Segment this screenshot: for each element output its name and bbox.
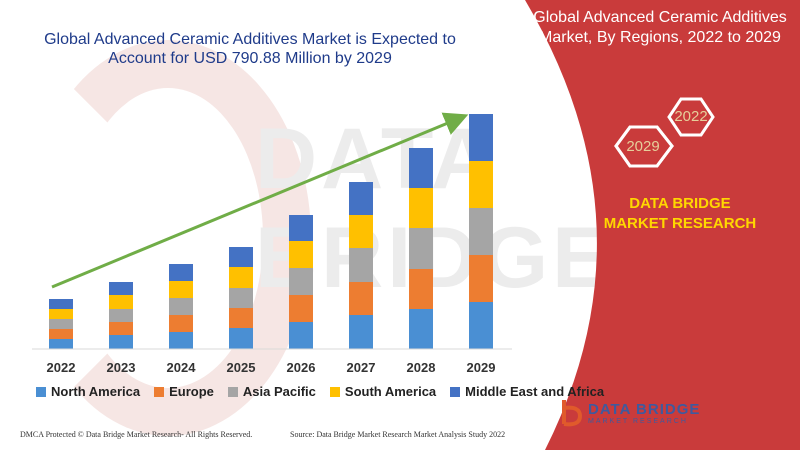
x-tick-label: 2027	[347, 360, 376, 375]
legend-label: Middle East and Africa	[465, 384, 605, 399]
bar-segment-2027-middle-east-and-africa	[349, 182, 373, 215]
legend-item: Europe	[154, 384, 214, 399]
bar-segment-2028-europe	[409, 269, 433, 309]
bar-segment-2029-europe	[469, 255, 493, 302]
bar-segment-2028-north-america	[409, 309, 433, 349]
bar-segment-2025-middle-east-and-africa	[229, 247, 253, 267]
bar-segment-2024-south-america	[169, 281, 193, 298]
bar-segment-2027-asia-pacific	[349, 248, 373, 282]
legend-item: North America	[36, 384, 140, 399]
bar-segment-2025-europe	[229, 308, 253, 328]
legend-item: Middle East and Africa	[450, 384, 604, 399]
bar-segment-2023-north-america	[109, 335, 133, 349]
logo-icon	[562, 400, 583, 427]
chart-title: Global Advanced Ceramic Additives Market…	[44, 31, 456, 67]
bar-segment-2024-europe	[169, 315, 193, 332]
bar-segment-2022-asia-pacific	[49, 319, 73, 329]
legend: North America Europe Asia Pacific South Ame…	[36, 384, 604, 399]
bar-segment-2023-south-america	[109, 295, 133, 309]
bar-segment-2022-europe	[49, 329, 73, 339]
x-tick-label: 2023	[107, 360, 136, 375]
legend-swatch	[36, 386, 46, 397]
bar-segment-2028-south-america	[409, 188, 433, 228]
legend-label: South America	[344, 384, 437, 399]
bar-segment-2026-asia-pacific	[289, 268, 313, 295]
footer-copyright: DMCA Protected © Data Bridge Market Rese…	[20, 430, 253, 439]
x-tick-label: 2029	[467, 360, 496, 375]
bar-segment-2025-south-america	[229, 267, 253, 288]
legend-label: North America	[51, 384, 141, 399]
bar-segment-2027-south-america	[349, 215, 373, 248]
bar-segment-2029-asia-pacific	[469, 208, 493, 255]
x-tick-label: 2022	[47, 360, 76, 375]
legend-swatch	[227, 386, 238, 397]
legend-label: Europe	[169, 384, 214, 399]
bar-segment-2023-asia-pacific	[109, 309, 133, 322]
bar-segment-2026-north-america	[289, 322, 313, 349]
bar-segment-2026-europe	[289, 295, 313, 322]
x-tick-label: 2026	[287, 360, 316, 375]
legend-swatch	[154, 386, 165, 397]
bar-segment-2022-south-america	[49, 309, 73, 319]
x-tick-label: 2025	[227, 360, 256, 375]
legend-item: South America	[329, 384, 437, 399]
x-tick-labels: 2022 2023 2024 2025 2026 2027 2028 2029	[47, 360, 496, 375]
legend-swatch	[329, 386, 340, 397]
bar-segment-2024-north-america	[169, 332, 193, 349]
bar-segment-2027-north-america	[349, 315, 373, 349]
bar-segment-2023-middle-east-and-africa	[109, 282, 133, 295]
bar-segment-2024-asia-pacific	[169, 298, 193, 315]
bar-segment-2025-north-america	[229, 328, 253, 349]
bar-segment-2028-middle-east-and-africa	[409, 148, 433, 188]
logo-text: DATA BRIDGE	[588, 401, 701, 418]
bar-segment-2025-asia-pacific	[229, 288, 253, 308]
bar-segment-2029-south-america	[469, 161, 493, 208]
legend-label: Asia Pacific	[242, 384, 316, 399]
x-tick-label: 2028	[407, 360, 436, 375]
bar-segment-2029-north-america	[469, 302, 493, 349]
bar-segment-2029-middle-east-and-africa	[469, 114, 493, 161]
bar-segment-2027-europe	[349, 282, 373, 315]
legend-swatch	[450, 386, 461, 397]
bar-segment-2023-europe	[109, 322, 133, 335]
logo: DATA BRIDGE MARKET RESEARCH	[558, 398, 700, 428]
bar-segment-2026-middle-east-and-africa	[289, 215, 313, 241]
bar-segment-2026-south-america	[289, 241, 313, 268]
footer-source: Source: Data Bridge Market Research Mark…	[290, 430, 506, 439]
trend-arrow	[51, 112, 469, 289]
bar-segment-2024-middle-east-and-africa	[169, 264, 193, 281]
x-tick-label: 2024	[167, 360, 197, 375]
logo-subtext: MARKET RESEARCH	[588, 418, 688, 425]
bar-group	[49, 114, 493, 349]
legend-item: Asia Pacific	[227, 384, 316, 399]
bar-segment-2028-asia-pacific	[409, 228, 433, 269]
bar-segment-2022-middle-east-and-africa	[49, 299, 73, 309]
bar-segment-2022-north-america	[49, 339, 73, 349]
